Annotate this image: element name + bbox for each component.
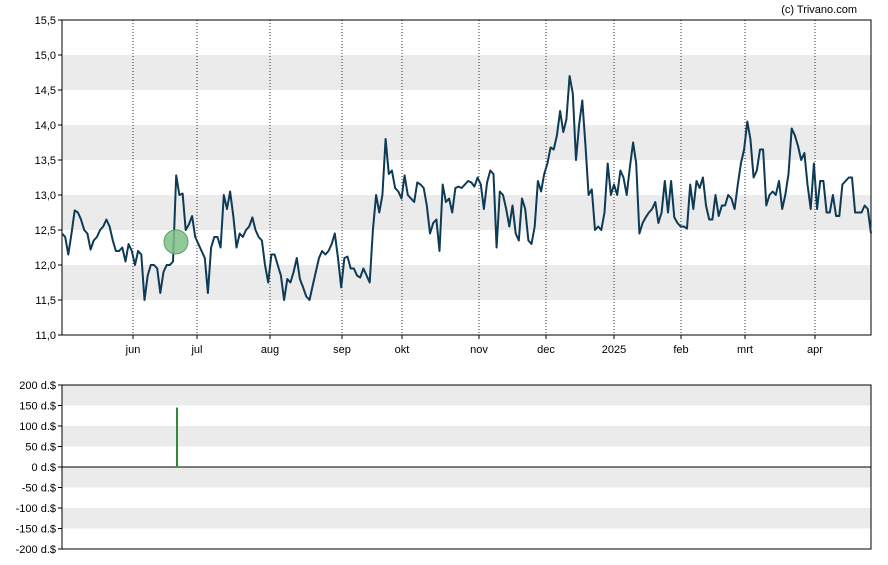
grid-band <box>62 467 871 488</box>
y-tick-label: -100 d.$ <box>16 503 56 515</box>
x-tick-label: okt <box>395 344 410 356</box>
y-tick-label: 50 d.$ <box>25 442 56 454</box>
x-tick-label: sep <box>333 344 351 356</box>
y-tick-label: 12,0 <box>35 260 56 272</box>
x-tick-label: feb <box>673 344 688 356</box>
y-tick-label: 12,5 <box>35 225 56 237</box>
grid-band <box>62 385 871 406</box>
grid-band <box>62 426 871 447</box>
copyright-label: (c) Trivano.com <box>781 4 857 16</box>
y-tick-label: 100 d.$ <box>19 421 56 433</box>
y-tick-label: 0 d.$ <box>32 462 56 474</box>
y-tick-label: 15,0 <box>35 50 56 62</box>
y-tick-label: 14,5 <box>35 85 56 97</box>
x-tick-label: aug <box>261 344 279 356</box>
y-tick-label: 13,0 <box>35 190 56 202</box>
y-tick-label: 15,5 <box>35 15 56 27</box>
x-tick-label: 2025 <box>602 344 626 356</box>
x-tick-label: jul <box>190 344 202 356</box>
y-tick-label: 13,5 <box>35 155 56 167</box>
y-tick-label: 200 d.$ <box>19 380 56 392</box>
y-tick-label: 150 d.$ <box>19 401 56 413</box>
y-tick-label: 11,0 <box>35 330 56 342</box>
x-tick-label: nov <box>470 344 488 356</box>
x-tick-label: jun <box>125 344 141 356</box>
plot-frame <box>61 19 872 336</box>
x-tick-label: mrt <box>737 344 753 356</box>
price-line <box>61 75 872 301</box>
y-tick-label: -200 d.$ <box>16 544 56 556</box>
y-tick-label: 11,5 <box>35 295 56 307</box>
grid-band <box>62 55 871 90</box>
grid-band <box>62 125 871 160</box>
x-tick-label: dec <box>537 344 555 356</box>
x-tick-label: apr <box>807 344 823 356</box>
y-tick-label: -150 d.$ <box>16 524 56 536</box>
price-chart-panel: 15,5 15,0 14,5 14,0 13,5 13,0 12,5 12,0 11,5 11,0… <box>35 15 872 356</box>
grid-band <box>62 265 871 300</box>
grid-band <box>62 508 871 529</box>
y-tick-label: 14,0 <box>35 120 56 132</box>
volume-chart-panel: 200 d.$ 150 d.$ 100 d.$ 50 d.$ 0 d.$ -50 d.$ -… <box>16 380 872 556</box>
event-marker <box>163 229 189 255</box>
y-tick-label: -50 d.$ <box>22 483 56 495</box>
